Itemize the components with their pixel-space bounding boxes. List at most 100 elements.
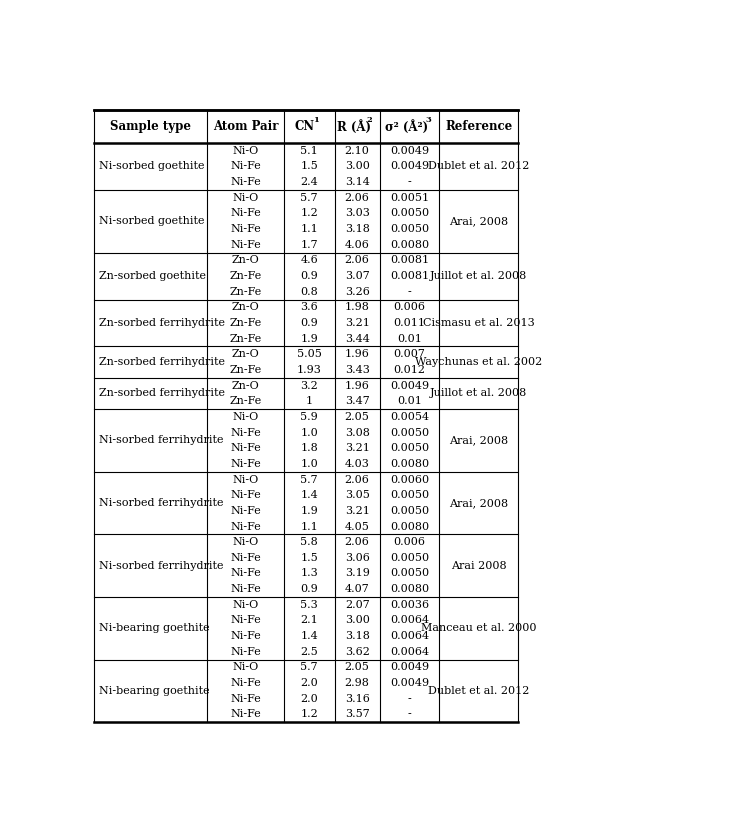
Text: 2.06: 2.06 — [345, 255, 369, 266]
Text: Ni-sorbed goethite: Ni-sorbed goethite — [99, 216, 204, 227]
Text: 0.0060: 0.0060 — [390, 474, 429, 485]
Text: 4.05: 4.05 — [345, 522, 369, 531]
Text: Ni-Fe: Ni-Fe — [230, 678, 261, 688]
Text: 1.1: 1.1 — [300, 522, 318, 531]
Text: Ni-sorbed goethite: Ni-sorbed goethite — [99, 161, 204, 171]
Text: Ni-O: Ni-O — [232, 663, 258, 672]
Text: Cismasu et al. 2013: Cismasu et al. 2013 — [423, 318, 534, 328]
Text: Ni-Fe: Ni-Fe — [230, 647, 261, 657]
Text: 0.011: 0.011 — [393, 318, 426, 328]
Text: Zn-Fe: Zn-Fe — [229, 396, 261, 407]
Text: Ni-O: Ni-O — [232, 600, 258, 610]
Text: Juillot et al. 2008: Juillot et al. 2008 — [430, 271, 527, 281]
Text: 1.0: 1.0 — [300, 428, 318, 438]
Text: 0.0050: 0.0050 — [390, 569, 429, 579]
Text: 0.0050: 0.0050 — [390, 553, 429, 563]
Text: Juillot et al. 2008: Juillot et al. 2008 — [430, 389, 527, 399]
Text: Ni-Fe: Ni-Fe — [230, 553, 261, 563]
Text: 4.6: 4.6 — [300, 255, 318, 266]
Text: Waychunas et al. 2002: Waychunas et al. 2002 — [415, 357, 542, 367]
Text: 1.96: 1.96 — [345, 381, 369, 390]
Text: 2.07: 2.07 — [345, 600, 369, 610]
Text: Arai 2008: Arai 2008 — [451, 561, 507, 570]
Text: 1.9: 1.9 — [300, 506, 318, 516]
Text: 1.4: 1.4 — [300, 631, 318, 641]
Text: 1.96: 1.96 — [345, 350, 369, 359]
Text: 4.03: 4.03 — [345, 459, 369, 469]
Text: Zn-O: Zn-O — [231, 255, 259, 266]
Text: Ni-Fe: Ni-Fe — [230, 459, 261, 469]
Text: 3.44: 3.44 — [345, 333, 369, 344]
Text: Ni-Fe: Ni-Fe — [230, 584, 261, 594]
Text: 1.2: 1.2 — [300, 209, 318, 218]
Text: 3.00: 3.00 — [345, 161, 369, 171]
Text: 1.93: 1.93 — [296, 365, 321, 375]
Text: 3.47: 3.47 — [345, 396, 369, 407]
Text: Sample type: Sample type — [110, 120, 191, 133]
Text: 0.9: 0.9 — [300, 318, 318, 328]
Text: Ni-Fe: Ni-Fe — [230, 161, 261, 171]
Text: R (Å): R (Å) — [337, 120, 372, 134]
Text: Ni-Fe: Ni-Fe — [230, 694, 261, 703]
Text: 1.4: 1.4 — [300, 490, 318, 500]
Text: 0.0049: 0.0049 — [390, 678, 429, 688]
Text: Ni-O: Ni-O — [232, 474, 258, 485]
Text: 4.07: 4.07 — [345, 584, 369, 594]
Text: 3.21: 3.21 — [345, 506, 369, 516]
Text: 0.9: 0.9 — [300, 584, 318, 594]
Text: Ni-Fe: Ni-Fe — [230, 240, 261, 249]
Text: -: - — [407, 709, 412, 720]
Text: 2.4: 2.4 — [300, 177, 318, 187]
Text: Ni-sorbed ferrihydrite: Ni-sorbed ferrihydrite — [99, 435, 223, 446]
Text: 3.16: 3.16 — [345, 694, 369, 703]
Text: Zn-Fe: Zn-Fe — [229, 318, 261, 328]
Text: -: - — [407, 177, 412, 187]
Text: Ni-O: Ni-O — [232, 193, 258, 203]
Text: 4.06: 4.06 — [345, 240, 369, 249]
Text: Dublet et al. 2012: Dublet et al. 2012 — [428, 686, 529, 696]
Text: Zn-sorbed ferrihydrite: Zn-sorbed ferrihydrite — [99, 357, 225, 367]
Text: 0.0036: 0.0036 — [390, 600, 429, 610]
Text: Ni-bearing goethite: Ni-bearing goethite — [99, 623, 210, 633]
Text: Zn-sorbed ferrihydrite: Zn-sorbed ferrihydrite — [99, 389, 225, 399]
Text: 0.0049: 0.0049 — [390, 146, 429, 156]
Text: Zn-O: Zn-O — [231, 381, 259, 390]
Text: -: - — [407, 287, 412, 297]
Text: 2.06: 2.06 — [345, 193, 369, 203]
Text: Zn-Fe: Zn-Fe — [229, 271, 261, 281]
Text: Ni-sorbed ferrihydrite: Ni-sorbed ferrihydrite — [99, 561, 223, 570]
Text: 0.8: 0.8 — [300, 287, 318, 297]
Text: 2.5: 2.5 — [300, 647, 318, 657]
Text: 0.01: 0.01 — [397, 396, 422, 407]
Text: Arai, 2008: Arai, 2008 — [449, 435, 508, 446]
Text: 3.43: 3.43 — [345, 365, 369, 375]
Text: 1.1: 1.1 — [300, 224, 318, 234]
Text: 2.05: 2.05 — [345, 412, 369, 422]
Text: Reference: Reference — [445, 120, 512, 133]
Text: Manceau et al. 2000: Manceau et al. 2000 — [421, 623, 537, 633]
Text: 3.07: 3.07 — [345, 271, 369, 281]
Text: Arai, 2008: Arai, 2008 — [449, 498, 508, 508]
Text: 3.2: 3.2 — [300, 381, 318, 390]
Text: Ni-Fe: Ni-Fe — [230, 224, 261, 234]
Text: 3.08: 3.08 — [345, 428, 369, 438]
Text: 0.0050: 0.0050 — [390, 443, 429, 453]
Text: 0.0064: 0.0064 — [390, 631, 429, 641]
Text: Ni-O: Ni-O — [232, 537, 258, 547]
Text: Zn-Fe: Zn-Fe — [229, 287, 261, 297]
Text: 0.006: 0.006 — [393, 537, 426, 547]
Text: 0.0049: 0.0049 — [390, 663, 429, 672]
Text: Ni-Fe: Ni-Fe — [230, 490, 261, 500]
Text: Ni-O: Ni-O — [232, 146, 258, 156]
Text: 2.06: 2.06 — [345, 474, 369, 485]
Text: 3: 3 — [426, 117, 431, 125]
Text: 3.18: 3.18 — [345, 224, 369, 234]
Text: Ni-Fe: Ni-Fe — [230, 522, 261, 531]
Text: Atom Pair: Atom Pair — [212, 120, 278, 133]
Text: 5.05: 5.05 — [296, 350, 321, 359]
Text: 0.0081: 0.0081 — [390, 271, 429, 281]
Text: 1.2: 1.2 — [300, 709, 318, 720]
Text: 0.0080: 0.0080 — [390, 459, 429, 469]
Text: Ni-Fe: Ni-Fe — [230, 709, 261, 720]
Text: 2.1: 2.1 — [300, 615, 318, 625]
